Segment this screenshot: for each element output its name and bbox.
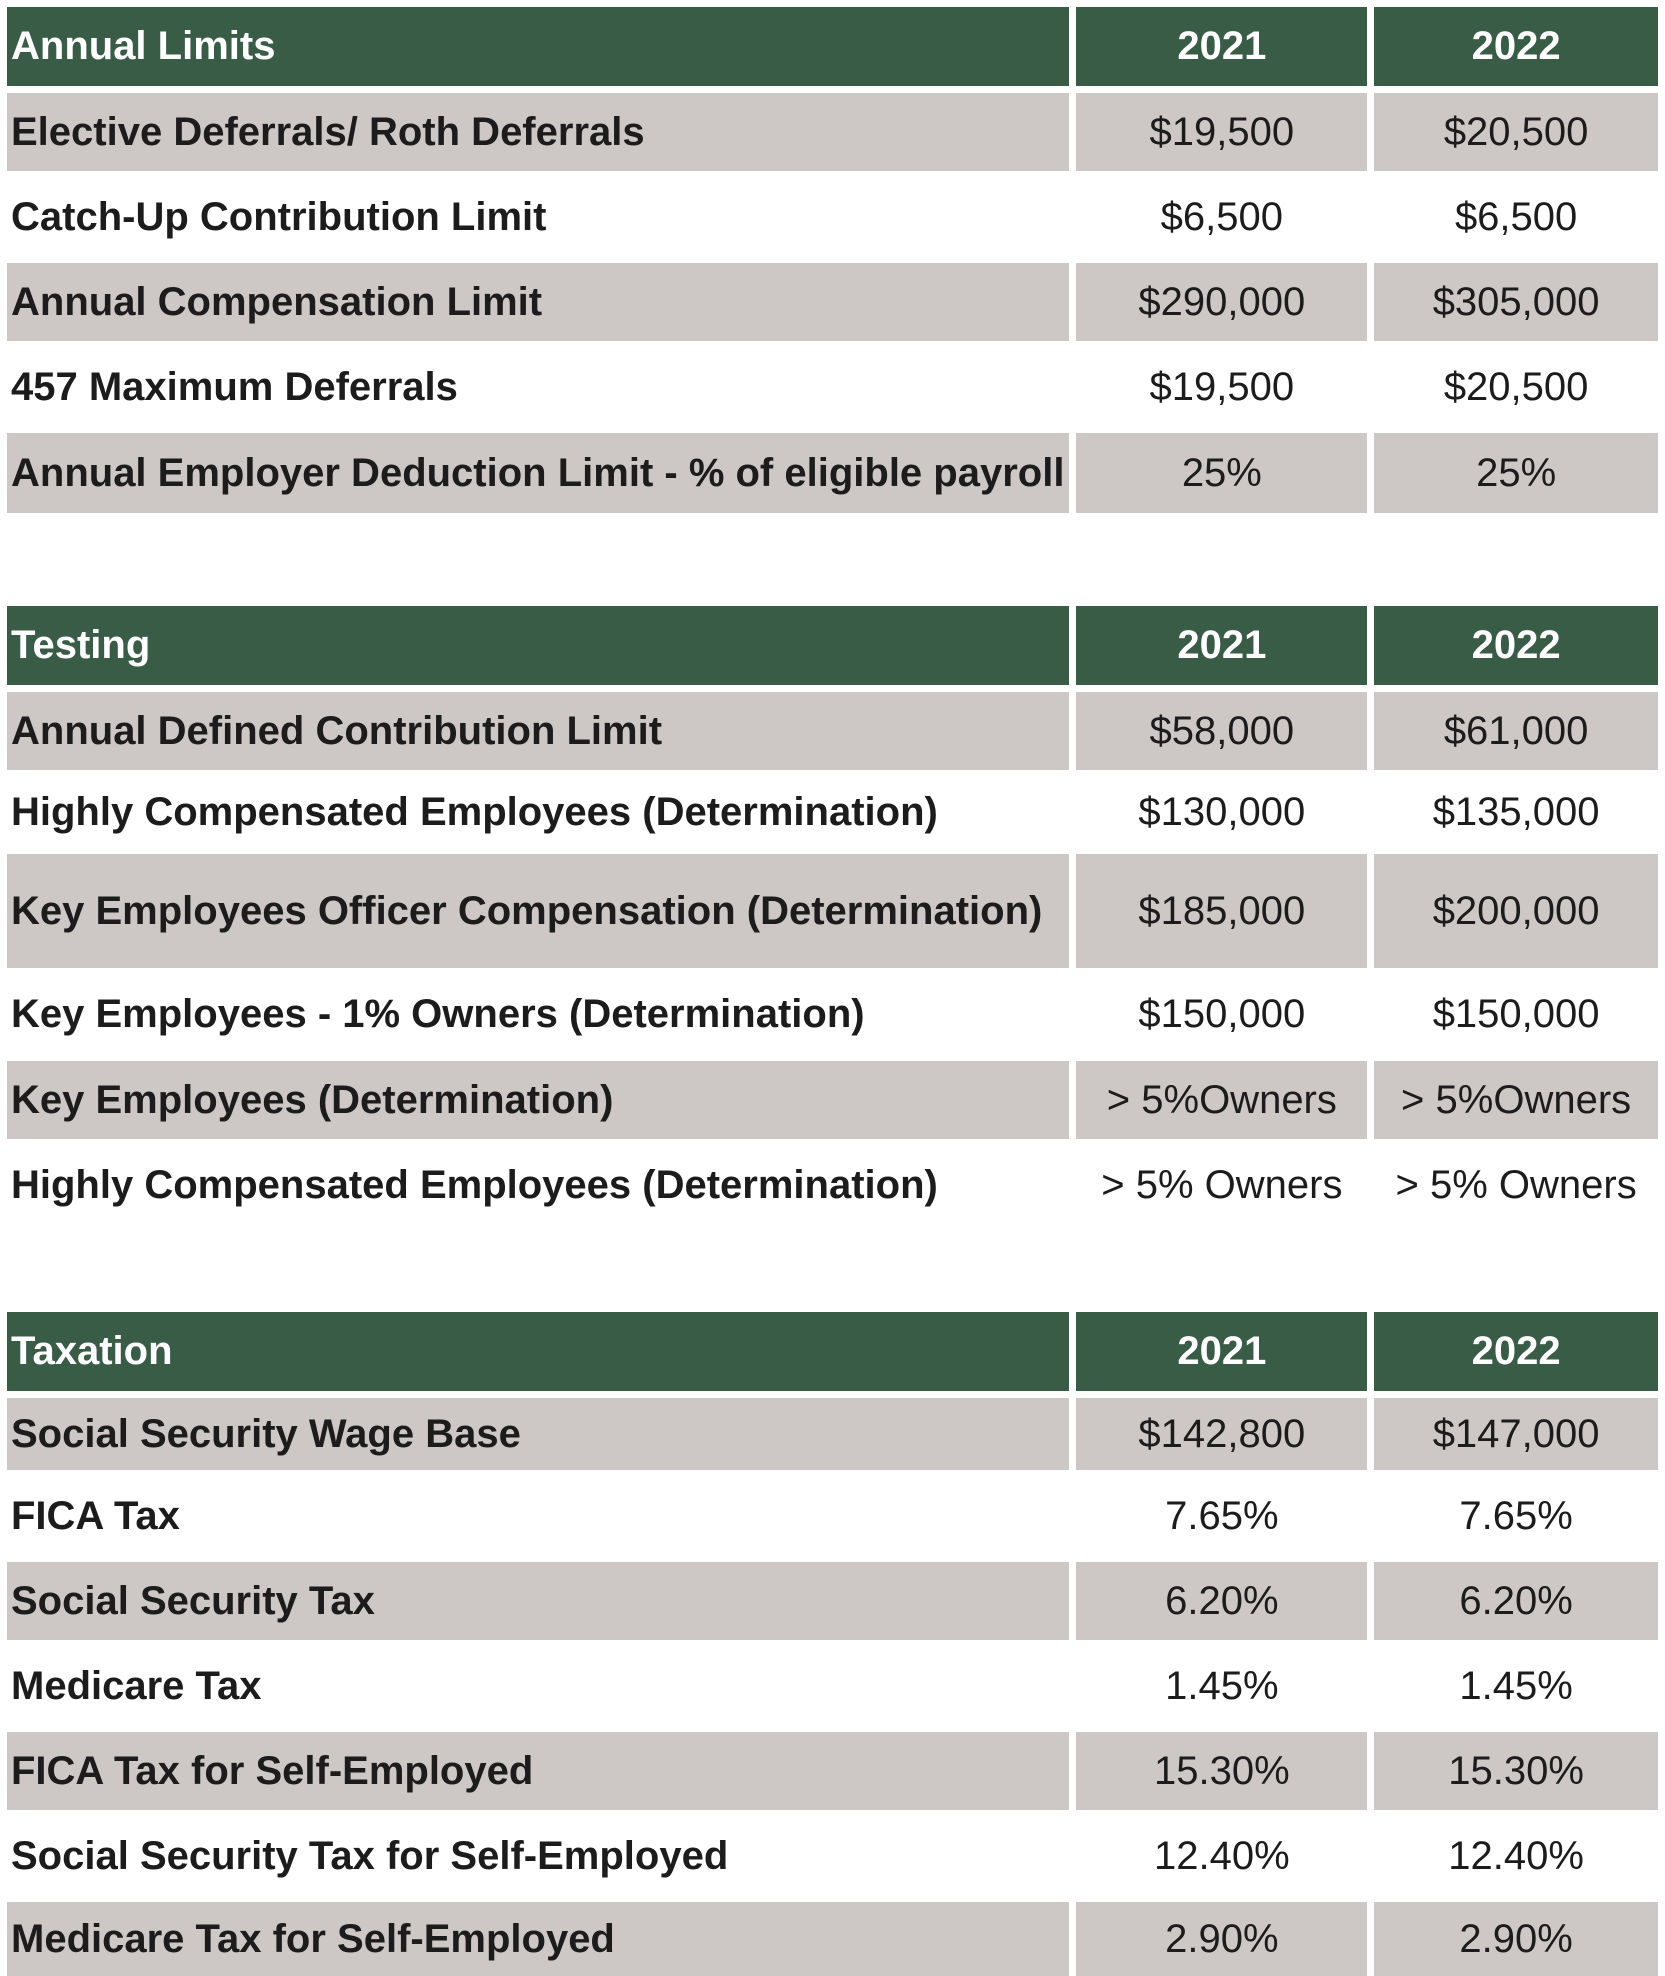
year-2022-header: 2022 xyxy=(1374,606,1658,685)
value-2021: $290,000 xyxy=(1076,263,1368,341)
value-2022: $305,000 xyxy=(1374,263,1658,341)
value-2022: $200,000 xyxy=(1374,854,1658,968)
table-header: Taxation 2021 2022 xyxy=(7,1312,1658,1391)
taxation-table: Taxation 2021 2022 Social Security Wage … xyxy=(7,1312,1658,1976)
year-2022-header: 2022 xyxy=(1374,1312,1658,1391)
value-2021: $150,000 xyxy=(1138,992,1306,1036)
value-2021: > 5% Owners xyxy=(1101,1162,1343,1207)
annual-limits-table: Annual Limits 2021 2022 Elective Deferra… xyxy=(7,7,1658,513)
value-2022: > 5% Owners xyxy=(1395,1162,1637,1207)
value-2021: $6,500 xyxy=(1160,194,1284,239)
table-row: Social Security Tax for Self-Employed 12… xyxy=(7,1810,1658,1902)
value-2021: $130,000 xyxy=(1138,789,1306,834)
table-row: Medicare Tax 1.45% 1.45% xyxy=(7,1640,1658,1732)
row-label: 457 Maximum Deferrals xyxy=(11,364,458,409)
value-2021: > 5%Owners xyxy=(1076,1061,1368,1139)
table-row: Key Employees - 1% Owners (Determination… xyxy=(7,968,1658,1061)
value-2021: 12.40% xyxy=(1154,1833,1290,1878)
row-label: Annual Employer Deduction Limit - % of e… xyxy=(7,433,1070,513)
testing-table: Testing 2021 2022 Annual Defined Contrib… xyxy=(7,606,1658,1231)
value-2021: 6.20% xyxy=(1076,1562,1368,1640)
row-label: FICA Tax xyxy=(11,1493,180,1538)
value-2021: 15.30% xyxy=(1076,1732,1368,1810)
row-label: Social Security Tax for Self-Employed xyxy=(11,1833,729,1878)
value-2022: 6.20% xyxy=(1374,1562,1658,1640)
table-row: FICA Tax 7.65% 7.65% xyxy=(7,1470,1658,1562)
value-2022: $135,000 xyxy=(1432,789,1600,834)
row-label: Highly Compensated Employees (Determinat… xyxy=(11,789,938,834)
table-row: Medicare Tax for Self-Employed 2.90% 2.9… xyxy=(7,1902,1658,1976)
value-2022: $147,000 xyxy=(1374,1398,1658,1470)
value-2021: 7.65% xyxy=(1165,1493,1279,1538)
value-2021: 1.45% xyxy=(1165,1663,1279,1708)
value-2022: $20,500 xyxy=(1443,364,1589,409)
section-title: Annual Limits xyxy=(7,7,1070,86)
row-label: Medicare Tax for Self-Employed xyxy=(7,1902,1070,1976)
value-2021: $19,500 xyxy=(1149,364,1295,409)
table-row: 457 Maximum Deferrals $19,500 $20,500 xyxy=(7,341,1658,433)
table-row: Annual Compensation Limit $290,000 $305,… xyxy=(7,263,1658,341)
value-2022: 12.40% xyxy=(1448,1833,1584,1878)
table-row: Annual Employer Deduction Limit - % of e… xyxy=(7,433,1658,513)
table-row: Key Employees Officer Compensation (Dete… xyxy=(7,854,1658,968)
value-2021: $58,000 xyxy=(1076,692,1368,770)
value-2022: 25% xyxy=(1374,433,1658,513)
year-2021-header: 2021 xyxy=(1076,1312,1368,1391)
year-2022-header: 2022 xyxy=(1374,7,1658,86)
row-label: Elective Deferrals/ Roth Deferrals xyxy=(7,93,1070,171)
value-2022: $61,000 xyxy=(1374,692,1658,770)
row-label: Key Employees (Determination) xyxy=(7,1061,1070,1139)
table-row: Annual Defined Contribution Limit $58,00… xyxy=(7,692,1658,770)
row-label: Annual Compensation Limit xyxy=(7,263,1070,341)
table-row: Elective Deferrals/ Roth Deferrals $19,5… xyxy=(7,93,1658,171)
row-label: Annual Defined Contribution Limit xyxy=(7,692,1070,770)
row-label: Key Employees - 1% Owners (Determination… xyxy=(11,992,865,1036)
value-2021: 2.90% xyxy=(1076,1902,1368,1976)
row-label: Highly Compensated Employees (Determinat… xyxy=(11,1162,938,1207)
value-2021: 25% xyxy=(1076,433,1368,513)
table-row: FICA Tax for Self-Employed 15.30% 15.30% xyxy=(7,1732,1658,1810)
table-row: Highly Compensated Employees (Determinat… xyxy=(7,1139,1658,1231)
row-label: Social Security Wage Base xyxy=(7,1398,1070,1470)
table-row: Highly Compensated Employees (Determinat… xyxy=(7,770,1658,854)
table-row: Catch-Up Contribution Limit $6,500 $6,50… xyxy=(7,171,1658,263)
section-title: Taxation xyxy=(7,1312,1070,1391)
row-label: Medicare Tax xyxy=(11,1663,262,1708)
row-label: Key Employees Officer Compensation (Dete… xyxy=(7,854,1070,968)
table-row: Social Security Wage Base $142,800 $147,… xyxy=(7,1398,1658,1470)
year-2021-header: 2021 xyxy=(1076,606,1368,685)
row-label: Social Security Tax xyxy=(7,1562,1070,1640)
value-2021: $142,800 xyxy=(1076,1398,1368,1470)
value-2021: $19,500 xyxy=(1076,93,1368,171)
value-2022: $20,500 xyxy=(1374,93,1658,171)
value-2022: 7.65% xyxy=(1459,1493,1573,1538)
year-2021-header: 2021 xyxy=(1076,7,1368,86)
row-label: FICA Tax for Self-Employed xyxy=(7,1732,1070,1810)
row-label: Catch-Up Contribution Limit xyxy=(11,194,547,239)
table-row: Social Security Tax 6.20% 6.20% xyxy=(7,1562,1658,1640)
value-2022: $6,500 xyxy=(1454,194,1578,239)
value-2022: 15.30% xyxy=(1374,1732,1658,1810)
value-2022: 1.45% xyxy=(1459,1663,1573,1708)
value-2022: $150,000 xyxy=(1432,992,1600,1036)
value-2022: 2.90% xyxy=(1374,1902,1658,1976)
value-2022: > 5%Owners xyxy=(1374,1061,1658,1139)
value-2021: $185,000 xyxy=(1076,854,1368,968)
table-row: Key Employees (Determination) > 5%Owners… xyxy=(7,1061,1658,1139)
table-header: Testing 2021 2022 xyxy=(7,606,1658,685)
table-header: Annual Limits 2021 2022 xyxy=(7,7,1658,86)
section-title: Testing xyxy=(7,606,1070,685)
